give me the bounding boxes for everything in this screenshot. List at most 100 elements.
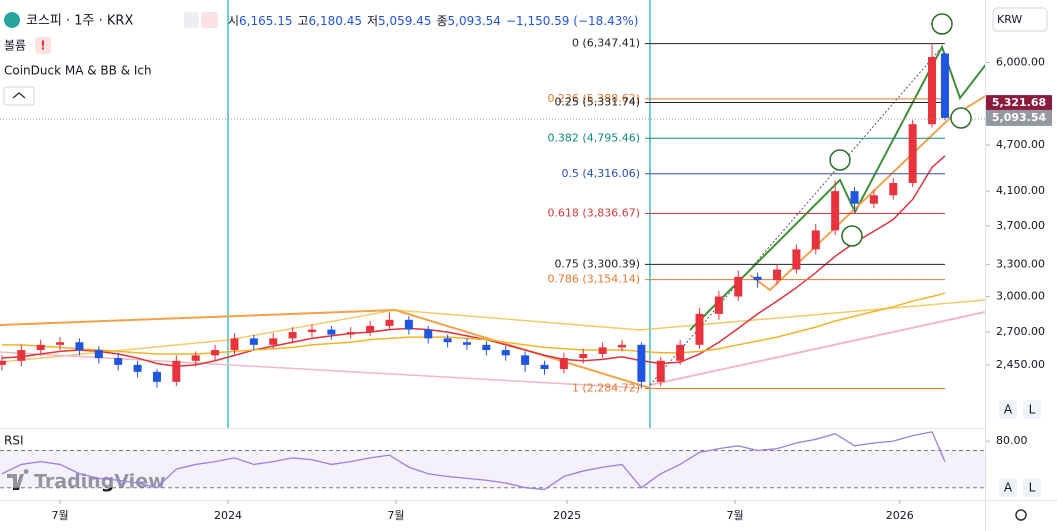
scale-buttons: A L A L	[999, 400, 1041, 497]
wave-line	[749, 95, 985, 292]
candle-body	[462, 342, 471, 345]
rsi-band	[0, 450, 985, 488]
price-pane: 0 (6,347.41) 0.236 (5,388.62)0.25 (5,331.…	[0, 0, 985, 428]
x-tick-label: 7월	[726, 509, 743, 522]
candle-body	[559, 358, 568, 370]
x-tick-label: 7월	[387, 509, 404, 522]
trend-line	[0, 351, 641, 389]
candle-body	[404, 319, 413, 330]
trend-line	[0, 299, 985, 363]
candle-body	[598, 347, 607, 355]
change-value: −1,150.59 (−18.43%)	[506, 14, 638, 28]
candle-body	[695, 313, 704, 345]
candle-body	[928, 57, 937, 125]
candle-body	[579, 354, 588, 359]
candle-body	[831, 191, 840, 231]
candle-body	[773, 269, 782, 281]
gear-icon[interactable]	[1015, 509, 1027, 521]
auto-scale-button[interactable]	[999, 478, 1017, 497]
trend-line	[649, 311, 985, 386]
y-tick-label: 4,700.00	[996, 138, 1045, 151]
warning-icon: !	[40, 39, 45, 53]
symbol-title: 코스피 · 1주 · KRX	[26, 14, 133, 29]
candle-body	[36, 344, 45, 351]
candle-body	[346, 332, 355, 335]
price-badge	[986, 95, 1052, 112]
y-tick-label: 3,300.00	[996, 257, 1045, 270]
y-tick-label: 6,000.00	[996, 56, 1045, 69]
candle-body	[385, 319, 394, 326]
settings[interactable]	[1015, 509, 1027, 521]
fib-label: 0.75 (3,300.39)	[554, 257, 640, 270]
auto-scale-button[interactable]	[999, 400, 1017, 419]
compare-button[interactable]	[201, 12, 218, 28]
candle-body	[249, 338, 258, 345]
fib-label: 0.382 (4,795.46)	[547, 131, 640, 144]
x-tick-label: 7월	[52, 509, 69, 522]
candle-body	[230, 338, 239, 351]
x-tick-label: 2026	[886, 509, 914, 522]
candle-body	[869, 195, 878, 204]
candle-body	[94, 350, 103, 359]
candle-body	[114, 358, 123, 365]
legend: 코스피 · 1주 · KRX 시6,165.15 고6,180.45 저5,059.…	[3, 12, 638, 106]
candle-body	[714, 296, 723, 314]
button-label: L	[1029, 481, 1036, 495]
moving-average	[1, 292, 946, 355]
fib-label: 0.786 (3,154.14)	[547, 273, 640, 286]
wave-circle	[950, 107, 972, 129]
moving-average	[1, 155, 946, 368]
trend-line	[649, 46, 943, 386]
candle-body	[501, 350, 510, 356]
candle-body	[753, 276, 762, 281]
fib-label: 0.618 (3,836.67)	[547, 207, 640, 220]
button-label: A	[1004, 481, 1013, 495]
candle-body	[676, 344, 685, 361]
candle-body	[269, 338, 278, 345]
chevron	[12, 92, 26, 99]
y-tick-label: 2,450.00	[996, 358, 1045, 371]
candle-body	[792, 249, 801, 270]
volume-label: 볼륨	[4, 39, 26, 53]
candle-body	[327, 329, 336, 335]
price-badge-label: 5,093.54	[992, 111, 1047, 124]
candle-body	[191, 355, 200, 361]
candle-body	[637, 344, 646, 382]
x-tick-label: 2025	[553, 509, 581, 522]
fib-label: 0.25 (5,331.74)	[554, 95, 640, 108]
ohlc-value: 5,059.45	[378, 14, 431, 28]
ohlc-key: 종	[436, 14, 447, 28]
ohlc-value: 5,093.54	[448, 14, 501, 28]
candle-body	[443, 338, 452, 343]
y-tick-label: 3,700.00	[996, 219, 1045, 232]
log-scale-button[interactable]	[1023, 478, 1041, 497]
candle-body	[482, 344, 491, 351]
fib-label: 0.5 (4,316.06)	[561, 167, 640, 180]
currency-label: KRW	[997, 13, 1022, 26]
button-label: L	[1029, 403, 1036, 417]
candle-body	[172, 360, 181, 382]
candle-body	[75, 342, 84, 351]
candle-body	[17, 350, 26, 361]
candle-body	[424, 329, 433, 339]
candle-body	[133, 364, 142, 372]
candle-body	[540, 364, 549, 370]
indicator-label: CoinDuck MA & BB & Ich	[4, 64, 152, 78]
fib-label: 0.236 (5,388.62)	[547, 92, 640, 105]
price-axis-area	[985, 0, 1057, 531]
candle-body	[56, 342, 65, 345]
price-badge-label: 5,321.68	[992, 96, 1046, 109]
candle-body	[908, 124, 917, 183]
candle-body	[734, 276, 743, 297]
candle-body	[288, 332, 297, 339]
log-scale-button[interactable]	[1023, 400, 1041, 419]
y-tick-label: 2,700.00	[996, 325, 1045, 338]
currency-button[interactable]	[992, 7, 1048, 32]
warning-badge[interactable]	[35, 37, 51, 54]
collapse-button[interactable]	[3, 86, 35, 106]
fib-label: 1 (2,284.72)	[572, 381, 640, 394]
candle-body	[521, 355, 530, 365]
button-label: A	[1004, 403, 1013, 417]
eye-button[interactable]	[184, 12, 199, 28]
